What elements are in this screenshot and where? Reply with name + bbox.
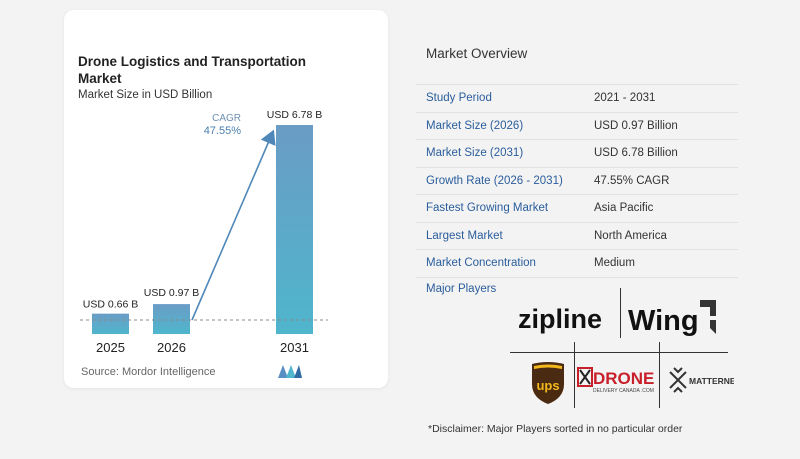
overview-row-value: USD 6.78 Billion: [594, 147, 678, 160]
overview-row-value: 2021 - 2031: [594, 92, 656, 105]
category-label-2025: 2025: [96, 340, 125, 355]
disclaimer: *Disclaimer: Major Players sorted in no …: [428, 423, 683, 435]
overview-row-label: Market Size (2031): [426, 147, 524, 160]
overview-row-label: Growth Rate (2026 - 2031): [426, 174, 563, 187]
overview-row-label: Market Size (2026): [426, 119, 524, 132]
overview-row-value: Asia Pacific: [594, 202, 654, 215]
bar-2031: [276, 125, 313, 334]
overview-row: Study Period 2021 - 2031: [416, 84, 738, 113]
overview-row-label: Market Concentration: [426, 257, 536, 270]
overview-row-value: USD 0.97 Billion: [594, 119, 678, 132]
bar-2025: [92, 313, 129, 334]
mordor-intelligence-logo-icon: [278, 365, 302, 378]
ups-logo: ups: [532, 362, 564, 404]
zipline-logo: zipline: [518, 304, 602, 334]
overview-row-label: Study Period: [426, 92, 492, 105]
svg-text:Wing: Wing: [628, 305, 699, 337]
value-label-2026: USD 0.97 B: [144, 287, 199, 299]
chart-subtitle: Market Size in USD Billion: [78, 89, 213, 101]
chart-title: Drone Logistics and Transportation Marke…: [78, 54, 307, 86]
cagr-arrow: [191, 129, 276, 321]
wing-logo: Wing: [628, 300, 716, 337]
overview-title: Market Overview: [426, 46, 528, 61]
drone-delivery-canada-logo: DRONE DELIVERY CANADA .COM: [577, 367, 654, 394]
overview-row: Market Size (2031) USD 6.78 Billion: [416, 140, 738, 168]
value-label-2031: USD 6.78 B: [267, 109, 322, 121]
value-label-2025: USD 0.66 B: [83, 299, 138, 311]
svg-text:ups: ups: [536, 378, 559, 393]
svg-text:DRONE: DRONE: [593, 369, 654, 388]
svg-text:zipline: zipline: [518, 304, 602, 334]
overview-row: Largest Market North America: [416, 223, 738, 250]
overview-row: Market Concentration Medium: [416, 250, 738, 278]
cagr-value: 47.55%: [204, 125, 242, 137]
major-players-label: Major Players: [426, 283, 497, 295]
overview-row: Market Size (2026) USD 0.97 Billion: [416, 113, 738, 140]
svg-text:MATTERNET: MATTERNET: [689, 376, 734, 386]
overview-row-label: Fastest Growing Market: [426, 202, 549, 215]
source-text: Source: Mordor Intelligence: [81, 366, 216, 378]
overview-row: Growth Rate (2026 - 2031) 47.55% CAGR: [416, 168, 738, 195]
overview-row-value: North America: [594, 229, 667, 242]
bar-2026: [153, 304, 190, 334]
category-label-2026: 2026: [157, 340, 186, 355]
overview-row-label: Largest Market: [426, 229, 503, 242]
overview-row: Fastest Growing Market Asia Pacific: [416, 195, 738, 223]
overview-table: Study Period 2021 - 2031 Market Size (2026…: [416, 84, 738, 278]
overview-row-value: Medium: [594, 257, 635, 270]
matternet-logo: MATTERNET: [669, 367, 734, 393]
overview-row-value: 47.55% CAGR: [594, 174, 670, 187]
major-players-logos: zipline Wing ups DRONE DELIVERY CANADA .…: [510, 288, 735, 408]
svg-text:DELIVERY CANADA .COM: DELIVERY CANADA .COM: [593, 388, 654, 394]
cagr-label: CAGR: [212, 113, 241, 124]
category-label-2031: 2031: [280, 340, 309, 355]
